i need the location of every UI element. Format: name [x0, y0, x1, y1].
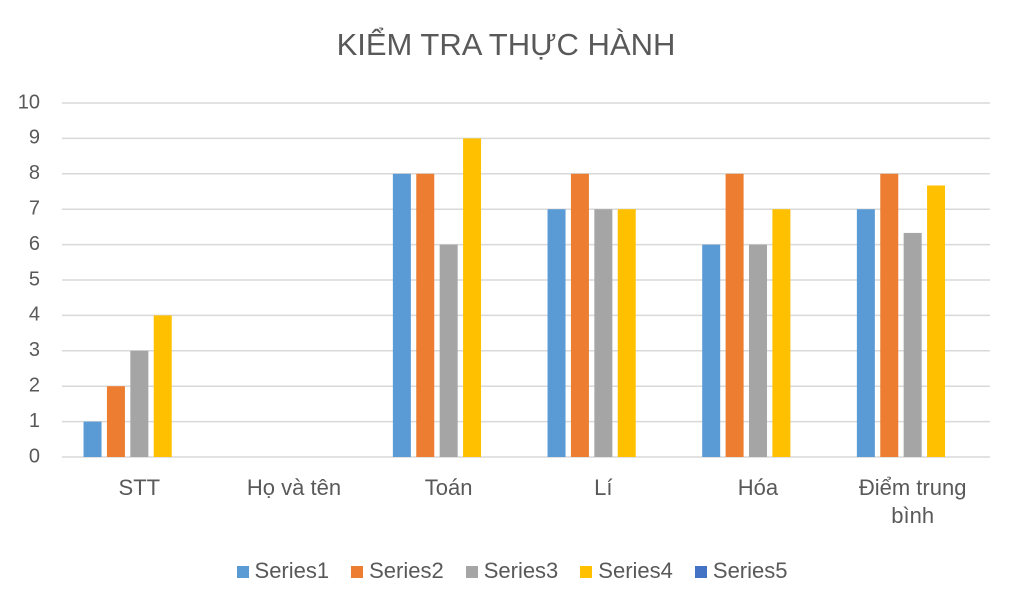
- bar: [570, 173, 589, 458]
- x-tick-label: Toán: [424, 475, 473, 500]
- bar: [547, 209, 566, 457]
- y-tick-label: 8: [29, 162, 40, 184]
- chart-title: KIỂM TRA THỰC HÀNH: [337, 27, 676, 62]
- legend-swatch: [694, 566, 707, 578]
- x-tick-label: Điểm trung bình: [858, 475, 967, 528]
- legend-item: Series5: [694, 558, 788, 584]
- bar: [83, 421, 102, 457]
- legend-item: Series3: [465, 558, 559, 584]
- legend-label: Series5: [712, 558, 788, 583]
- y-tick-label: 1: [29, 410, 40, 432]
- x-tick-label: Hóa: [737, 475, 779, 500]
- bar: [463, 138, 482, 457]
- bar: [439, 244, 458, 457]
- legend-item: Series2: [351, 558, 444, 584]
- legend-item: Series4: [580, 558, 673, 584]
- bar: [856, 209, 875, 457]
- legend-item: Series1: [236, 558, 330, 584]
- bar: [927, 185, 946, 457]
- legend-swatch: [465, 566, 478, 578]
- bar: [880, 173, 899, 458]
- bar: [130, 350, 149, 457]
- y-tick-label: 7: [29, 197, 40, 219]
- bar: [772, 209, 791, 457]
- legend-label: Series1: [254, 558, 330, 583]
- legend-label: Series4: [598, 558, 673, 583]
- bar: [594, 209, 613, 457]
- bar: [416, 173, 435, 458]
- bar: [749, 244, 767, 457]
- x-tick-label: STT: [118, 475, 161, 500]
- legend-label: Series3: [483, 558, 559, 583]
- y-tick-label: 10: [18, 91, 40, 113]
- legend-swatch: [580, 566, 593, 578]
- y-tick-label: 4: [29, 304, 40, 326]
- bar: [392, 173, 411, 458]
- y-tick-label: 9: [29, 127, 40, 149]
- legend-swatch: [236, 566, 249, 578]
- bar: [903, 232, 922, 457]
- y-tick-label: 0: [29, 445, 40, 467]
- bar: [106, 386, 125, 457]
- y-tick-label: 2: [29, 374, 40, 396]
- bar: [702, 244, 721, 457]
- y-tick-label: 3: [29, 339, 40, 361]
- x-tick-label: Lí: [594, 475, 613, 500]
- y-tick-label: 6: [29, 233, 40, 255]
- bar: [617, 209, 636, 457]
- y-tick-label: 5: [29, 268, 40, 290]
- legend: Series1 Series2 Series3 Series4 Series5: [0, 558, 1024, 584]
- bar: [725, 173, 744, 458]
- bar: [153, 315, 172, 457]
- legend-label: Series2: [369, 558, 444, 583]
- legend-swatch: [351, 566, 364, 578]
- x-tick-label: Họ và tên: [246, 475, 342, 500]
